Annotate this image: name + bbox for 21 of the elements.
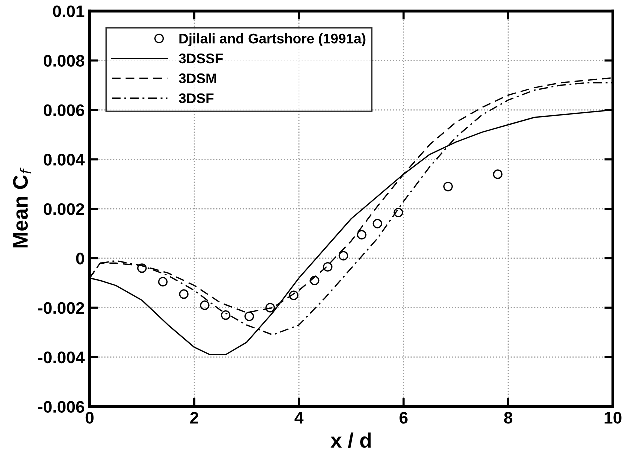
legend-label: 3DSF: [179, 94, 214, 104]
y-tick-label: 0.006: [44, 104, 84, 116]
legend-label: 3DSSF: [179, 54, 224, 64]
y-tick-label: 0.002: [44, 203, 84, 216]
x-tick-label: 4: [294, 412, 304, 424]
y-tick-label: -0.002: [38, 302, 84, 314]
x-tick-label: 2: [190, 412, 198, 424]
x-tick-label: 0: [86, 412, 94, 424]
y-tick-label: 0: [76, 252, 84, 265]
legend-label: Djilali and Gartshore (1991a): [180, 34, 366, 46]
x-tick-label: 8: [504, 412, 513, 424]
legend-label: 3DSM: [179, 74, 216, 84]
y-tick-label: 0.01: [53, 6, 85, 18]
x-axis-title: x / d: [330, 432, 371, 448]
y-tick-label: -0.006: [38, 401, 84, 414]
y-tick-label: -0.004: [38, 352, 85, 364]
y-tick-label: 0.008: [44, 55, 85, 67]
y-axis-title: Mean C$_{f}$: [13, 168, 32, 248]
x-tick-label: 10: [604, 412, 622, 424]
x-tick-label: 6: [400, 412, 408, 424]
y-tick-label: 0.004: [44, 154, 85, 166]
